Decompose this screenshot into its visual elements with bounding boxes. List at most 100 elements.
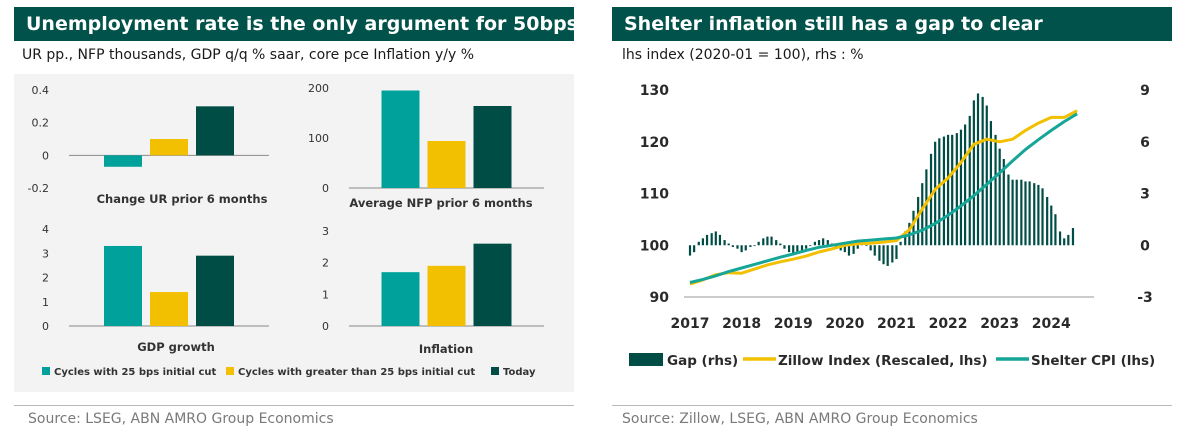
gap-bar xyxy=(1028,181,1031,246)
legend-swatch xyxy=(226,367,234,375)
bar-chart-title: Average NFP prior 6 months xyxy=(349,196,532,210)
gap-bar xyxy=(843,245,846,253)
x-tick: 2022 xyxy=(929,316,968,332)
gap-bar xyxy=(1033,183,1036,246)
bar xyxy=(150,292,188,326)
y-left-tick: 130 xyxy=(640,83,669,99)
y-tick-label: 200 xyxy=(308,82,329,95)
y-tick-label: 100 xyxy=(308,132,329,145)
y-tick-label: 0.2 xyxy=(32,117,50,130)
gap-bar xyxy=(865,245,868,247)
y-tick-label: 4 xyxy=(42,223,49,236)
legend-gap-label: Gap (rhs) xyxy=(667,353,738,369)
gap-bar xyxy=(869,245,872,251)
right-source: Source: Zillow, LSEG, ABN AMRO Group Eco… xyxy=(622,411,978,427)
shelter-line xyxy=(689,112,1078,284)
gap-bar xyxy=(968,115,971,246)
gap-bar xyxy=(718,234,722,246)
gap-bar xyxy=(899,241,902,246)
x-tick: 2021 xyxy=(877,316,916,332)
legend-zillow-label: Zillow Index (Rescaled, lhs) xyxy=(778,353,988,369)
gap-bar xyxy=(852,245,855,254)
gap-bar xyxy=(1063,238,1066,246)
gap-bar xyxy=(951,134,954,246)
line-legend: Gap (rhs) Zillow Index (Rescaled, lhs) She… xyxy=(629,353,1155,369)
y-tick-label: 0 xyxy=(42,149,49,162)
gap-bar xyxy=(705,234,709,246)
y-left-tick: 110 xyxy=(640,187,669,203)
bar xyxy=(473,106,512,188)
y-tick-label: 0 xyxy=(42,320,49,333)
gap-bar xyxy=(757,241,760,246)
y-tick-label: 3 xyxy=(322,225,329,238)
gap-bar xyxy=(994,134,997,246)
gap-bar xyxy=(1046,196,1049,246)
bar xyxy=(196,106,234,156)
gap-bar xyxy=(878,245,881,261)
line-chart-area: 130 120 110 100 90 9 6 3 0 -3 2017 2018 2019 2020 2021… xyxy=(612,74,1172,392)
gap-bar xyxy=(809,245,812,247)
left-title: Unemployment rate is the only argument f… xyxy=(14,7,578,41)
gap-bar xyxy=(998,148,1001,246)
gap-bars xyxy=(688,93,1075,266)
bar-legend: Cycles with 25 bps initial cut Cycles wit… xyxy=(42,367,536,378)
gap-bar xyxy=(753,245,756,247)
x-tick: 2018 xyxy=(722,316,761,332)
bar-chart-title: Inflation xyxy=(419,342,473,356)
gap-bar xyxy=(710,233,713,246)
x-tick: 2019 xyxy=(774,316,813,332)
gap-bar xyxy=(697,241,700,246)
x-tick: 2023 xyxy=(980,316,1019,332)
gap-bar xyxy=(1007,174,1010,246)
y-tick-label: 0.4 xyxy=(32,84,50,97)
gap-bar xyxy=(917,196,920,246)
bar-chart-2: 200 100 0 Average NFP prior 6 months xyxy=(308,82,544,210)
y-tick-label: 0 xyxy=(322,320,329,333)
y-tick-label: 3 xyxy=(42,247,49,260)
gap-bar xyxy=(805,245,808,249)
gap-bar xyxy=(955,133,958,246)
bar-chart-1: 0.4 0.2 0 -0.2 Change UR prior 6 months xyxy=(28,84,269,206)
bar xyxy=(104,155,142,167)
gap-bar xyxy=(929,153,933,246)
y-tick-label: 1 xyxy=(322,288,329,301)
bar-chart-title: Change UR prior 6 months xyxy=(97,192,268,206)
gap-bar xyxy=(796,245,799,253)
bar xyxy=(427,265,466,326)
gap-bar xyxy=(762,238,765,246)
gap-bar xyxy=(1058,231,1062,246)
gap-bar xyxy=(934,141,937,246)
legend-label: Cycles with 25 bps initial cut xyxy=(54,367,217,378)
gap-bar xyxy=(701,238,705,246)
gap-bar xyxy=(1024,181,1027,246)
bar xyxy=(473,243,512,326)
gap-bar xyxy=(787,245,791,253)
gap-bar xyxy=(895,245,898,260)
gap-bar xyxy=(740,245,743,253)
bar xyxy=(381,90,420,188)
y-left-tick: 90 xyxy=(650,290,670,306)
gap-bar xyxy=(1037,184,1040,246)
left-source-rule xyxy=(14,405,574,406)
gap-bar xyxy=(1041,188,1044,246)
gap-bar xyxy=(1067,234,1070,246)
y-tick-label: 0 xyxy=(322,182,329,195)
gap-bar xyxy=(783,245,786,249)
gap-bar xyxy=(976,93,980,246)
gap-bar xyxy=(985,105,988,246)
bar-charts-area: 0.4 0.2 0 -0.2 Change UR prior 6 months 200 10… xyxy=(14,74,574,392)
legend-label: Cycles with greater than 25 bps initial … xyxy=(238,367,475,378)
left-panel: Unemployment rate is the only argument f… xyxy=(0,0,578,442)
line-chart-svg: 130 120 110 100 90 9 6 3 0 -3 2017 2018 2019 2020 2021… xyxy=(629,83,1155,369)
zillow-line xyxy=(689,109,1078,286)
gap-bar xyxy=(817,240,821,246)
gap-bar xyxy=(813,241,817,246)
x-tick: 2017 xyxy=(671,316,710,332)
gap-bar xyxy=(904,231,907,246)
left-subtitle: UR pp., NFP thousands, GDP q/q % saar, c… xyxy=(22,47,475,63)
gap-bar xyxy=(770,236,773,246)
gap-bar xyxy=(723,240,726,246)
gap-bar xyxy=(800,245,804,251)
right-panel: Shelter inflation still has a gap to cle… xyxy=(604,0,1196,442)
right-title: Shelter inflation still has a gap to cle… xyxy=(612,7,1172,41)
